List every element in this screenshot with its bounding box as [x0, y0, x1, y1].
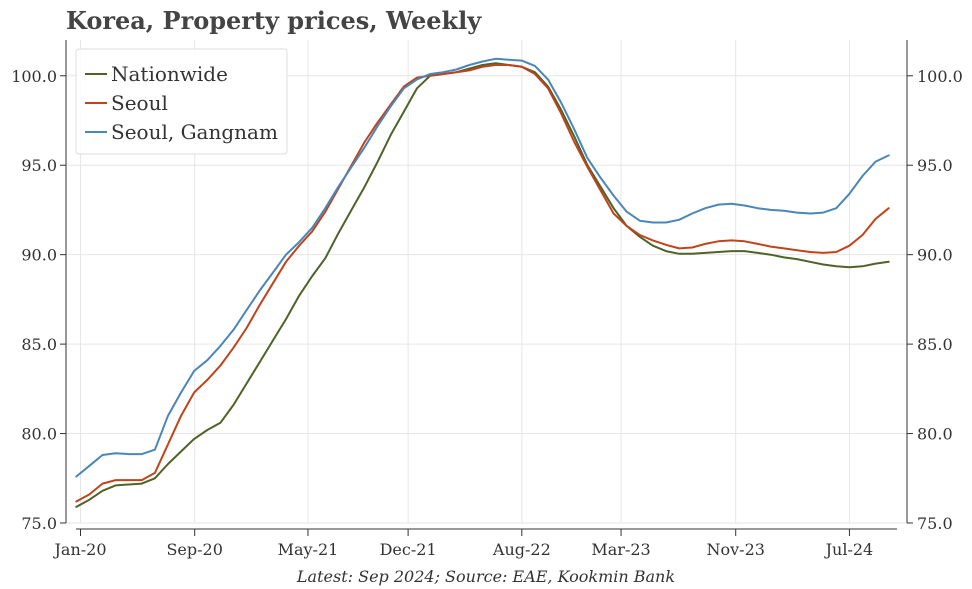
legend-label-seoul-gangnam: Seoul, Gangnam	[111, 120, 278, 144]
y-tick-label-left: 80.0	[21, 425, 57, 444]
axes: 75.0 75.0 80.0 80.0 85.0 85.0 90.0 90.0 95.0 95.0…	[11, 40, 963, 559]
x-tick-label: Aug-22	[492, 540, 551, 559]
legend-label-seoul: Seoul	[111, 91, 168, 115]
legend-label-nationwide: Nationwide	[111, 62, 228, 86]
y-tick-label-right: 90.0	[917, 246, 953, 265]
y-tick-label-right: 80.0	[917, 425, 953, 444]
x-tick-label: Jan-20	[52, 540, 106, 559]
chart-title: Korea, Property prices, Weekly	[66, 6, 482, 35]
y-tick-label-left: 95.0	[21, 156, 57, 175]
x-tick-label: May-21	[278, 540, 339, 559]
legend-box	[75, 48, 288, 155]
series-line-nationwide	[75, 62, 890, 508]
series-line-seoul-gangnam	[75, 57, 890, 478]
series-lines	[75, 57, 890, 508]
source-footnote: Latest: Sep 2024; Source: EAE, Kookmin B…	[296, 567, 676, 586]
y-tick-label-right: 95.0	[917, 156, 953, 175]
x-tick-label: Jul-24	[824, 540, 874, 559]
y-tick-label-left: 100.0	[11, 67, 57, 86]
y-tick-label-left: 75.0	[21, 514, 57, 533]
x-tick-label: Nov-23	[706, 540, 764, 559]
legend: Nationwide Seoul Seoul, Gangnam	[75, 48, 288, 155]
y-tick-label-right: 85.0	[917, 335, 953, 354]
y-tick-label-left: 85.0	[21, 335, 57, 354]
x-tick-label: Mar-23	[591, 540, 650, 559]
x-tick-label: Dec-21	[380, 540, 437, 559]
series-line-seoul	[75, 64, 890, 503]
x-tick-label: Sep-20	[166, 540, 222, 559]
y-tick-label-left: 90.0	[21, 246, 57, 265]
y-tick-label-right: 100.0	[917, 67, 963, 86]
y-tick-label-right: 75.0	[917, 514, 953, 533]
